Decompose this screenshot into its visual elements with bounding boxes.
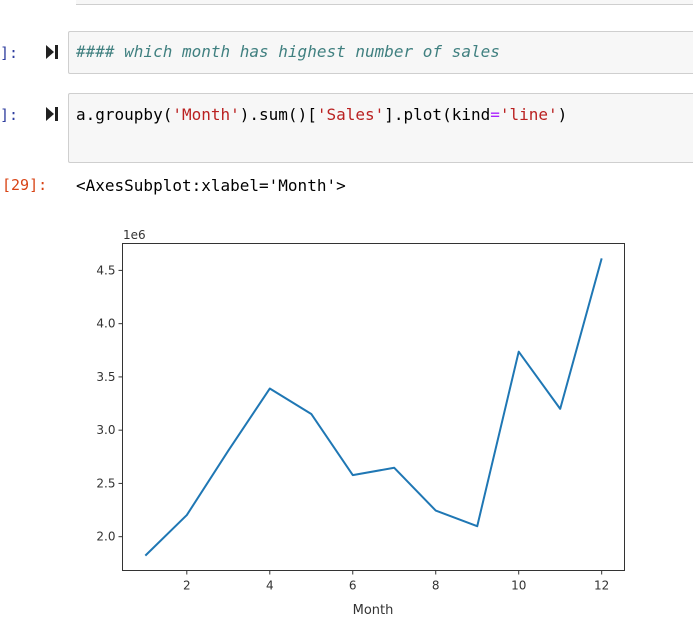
- run-cell-icon[interactable]: [46, 107, 58, 121]
- code-cell-groupby[interactable]: a.groupby('Month').sum()['Sales'].plot(k…: [68, 93, 693, 163]
- y-tick-label: 4.0: [96, 317, 115, 331]
- y-tick-label: 4.5: [96, 263, 115, 277]
- x-tick-label: 8: [432, 579, 440, 593]
- series-line: [144, 258, 603, 557]
- code-operator: =: [490, 105, 500, 124]
- code-line: a.groupby('Month').sum()['Sales'].plot(k…: [76, 105, 567, 124]
- x-tick-label: 10: [511, 579, 526, 593]
- cell-prompt: ]:: [0, 106, 19, 124]
- x-tick-label: 4: [266, 579, 274, 593]
- cell-prompt: ]:: [0, 44, 19, 62]
- x-tick-label: 6: [349, 579, 357, 593]
- code-token: ].plot(kind: [384, 105, 491, 124]
- y-tick-label: 2.5: [96, 476, 115, 490]
- y-tick-label: 3.0: [96, 423, 115, 437]
- y-tick-label: 3.5: [96, 370, 115, 384]
- code-cell-markdown[interactable]: #### which month has highest number of s…: [68, 31, 693, 74]
- previous-cell-bottom[interactable]: [76, 0, 693, 5]
- y-tick-label: 2.0: [96, 530, 115, 544]
- code-string: 'Month': [172, 105, 240, 124]
- x-tick-label: 2: [183, 579, 191, 593]
- code-token: ): [557, 105, 568, 124]
- x-tick-label: 12: [594, 579, 609, 593]
- x-axis-label: Month: [353, 603, 394, 618]
- code-token: ).sum()[: [239, 105, 317, 124]
- code-string: 'line': [499, 105, 558, 124]
- code-comment: #### which month has highest number of s…: [76, 42, 500, 61]
- code-string: 'Sales': [316, 105, 385, 124]
- output-prompt: [29]:: [2, 176, 48, 194]
- code-token: a.groupby(: [76, 105, 173, 124]
- plot-area: [122, 243, 625, 571]
- output-text: <AxesSubplot:xlabel='Month'>: [76, 176, 346, 195]
- run-cell-icon[interactable]: [46, 45, 58, 59]
- y-offset-text: 1e6: [123, 228, 146, 242]
